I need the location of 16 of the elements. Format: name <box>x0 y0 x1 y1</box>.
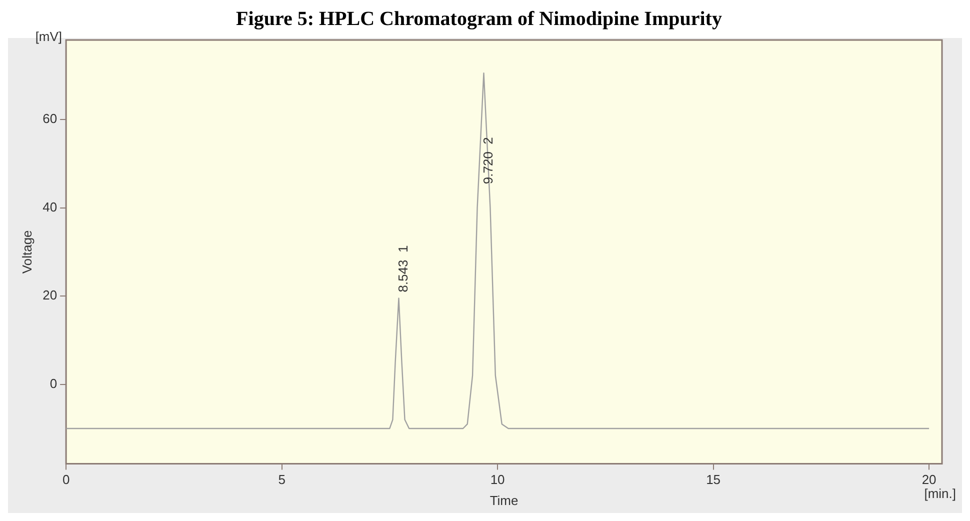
text: [mV] <box>35 29 62 44</box>
text: [min.] <box>924 486 956 501</box>
y-tick-label: 60 <box>42 111 58 126</box>
x-axis-title: Time <box>490 492 518 508</box>
annotation: 8.543 1 <box>395 245 410 292</box>
x-tick-label: 20 <box>922 472 936 488</box>
x-tick-label: 10 <box>490 472 505 488</box>
annotation: 9.720 2 <box>480 137 496 184</box>
y-tick-label: 20 <box>42 288 58 303</box>
chart-title: Figure 5: HPLC Chromatogram of Nimodipine Impurity <box>236 8 722 30</box>
y-tick-label: 0 <box>50 376 58 391</box>
x-tick-label: 15 <box>706 472 721 488</box>
y-axis-title: Voltage <box>19 230 34 274</box>
x-tick-label: 5 <box>278 472 286 488</box>
y-tick-label: 40 <box>42 199 58 214</box>
x-tick-label: 0 <box>62 472 70 488</box>
